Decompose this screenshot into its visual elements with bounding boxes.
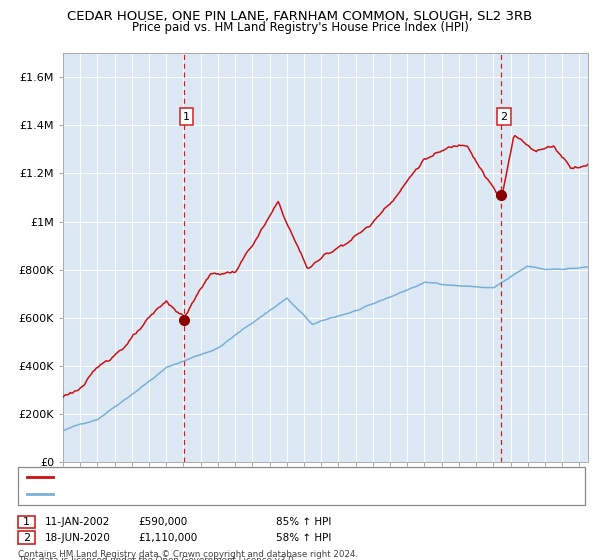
Text: This data is licensed under the Open Government Licence v3.0.: This data is licensed under the Open Gov… [18,556,296,560]
Text: CEDAR HOUSE, ONE PIN LANE, FARNHAM COMMON, SLOUGH, SL2 3RB (detached house): CEDAR HOUSE, ONE PIN LANE, FARNHAM COMMO… [57,472,491,482]
Text: Contains HM Land Registry data © Crown copyright and database right 2024.: Contains HM Land Registry data © Crown c… [18,550,358,559]
Text: HPI: Average price, detached house, Buckinghamshire: HPI: Average price, detached house, Buck… [57,489,323,499]
Text: 85% ↑ HPI: 85% ↑ HPI [276,517,331,527]
Text: 1: 1 [23,517,30,527]
Text: 2: 2 [23,533,30,543]
Text: £1,110,000: £1,110,000 [138,533,197,543]
Text: 2: 2 [500,111,508,122]
Text: 58% ↑ HPI: 58% ↑ HPI [276,533,331,543]
Text: CEDAR HOUSE, ONE PIN LANE, FARNHAM COMMON, SLOUGH, SL2 3RB: CEDAR HOUSE, ONE PIN LANE, FARNHAM COMMO… [67,10,533,23]
Text: £590,000: £590,000 [138,517,187,527]
Text: Price paid vs. HM Land Registry's House Price Index (HPI): Price paid vs. HM Land Registry's House … [131,21,469,34]
Text: 1: 1 [183,111,190,122]
Text: 11-JAN-2002: 11-JAN-2002 [45,517,110,527]
Text: 18-JUN-2020: 18-JUN-2020 [45,533,111,543]
